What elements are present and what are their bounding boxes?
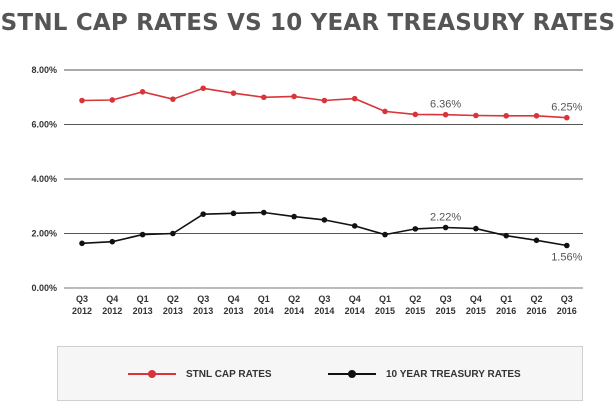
data-point	[321, 97, 328, 104]
data-point	[291, 93, 297, 100]
x-tick-label: 2016	[526, 306, 546, 316]
x-tick-label: Q3	[76, 294, 88, 304]
x-tick-label: 2014	[254, 306, 274, 316]
x-tick-label: 2013	[133, 306, 153, 316]
data-point	[442, 224, 449, 231]
x-tick-label: 2013	[163, 306, 183, 316]
legend-item-stnl: STNL CAP RATES	[128, 367, 272, 381]
data-point	[442, 111, 449, 118]
y-tick-label: 6.00%	[31, 120, 57, 130]
x-tick-label: 2014	[284, 306, 304, 316]
chart-title: STNL CAP RATES VS 10 YEAR TREASURY RATES	[0, 10, 616, 36]
x-tick-label: 2015	[436, 306, 456, 316]
data-label: 1.56%	[551, 251, 582, 263]
legend-swatch-treasury	[328, 370, 376, 378]
data-point	[473, 225, 479, 232]
data-point	[109, 97, 116, 103]
data-point	[503, 232, 510, 239]
x-tick-label: Q1	[258, 294, 270, 304]
data-point	[382, 231, 388, 238]
x-axis-ticks: Q3 2012 Q4 2012 Q1 2013 Q2 2013 Q3 2013 Q4 2013 Q1 20…	[72, 294, 577, 316]
x-tick-label: 2014	[314, 306, 334, 316]
x-tick-label: Q1	[379, 294, 391, 304]
x-tick-label: Q2	[288, 294, 300, 304]
data-label: 2.22%	[430, 212, 461, 224]
x-tick-label: 2016	[557, 306, 577, 316]
x-tick-label: Q3	[197, 294, 209, 304]
data-point	[533, 237, 540, 244]
x-tick-label: 2014	[345, 306, 365, 316]
data-label: 6.25%	[551, 102, 582, 114]
x-tick-label: 2015	[405, 306, 425, 316]
annotations: 6.36% 6.25% 2.22% 1.56%	[430, 99, 583, 264]
y-tick-label: 4.00%	[31, 174, 57, 184]
x-tick-label: Q2	[167, 294, 179, 304]
data-point	[200, 211, 206, 217]
data-point	[170, 230, 176, 237]
x-tick-label: Q4	[349, 294, 361, 304]
y-axis-ticks: 0.00% 2.00% 4.00% 6.00% 8.00%	[31, 65, 57, 293]
data-point	[261, 94, 267, 101]
gridlines	[64, 69, 583, 289]
x-tick-label: Q4	[470, 294, 482, 304]
y-tick-label: 8.00%	[31, 65, 57, 75]
x-tick-label: 2012	[102, 306, 122, 316]
data-point	[564, 242, 570, 249]
data-point	[564, 114, 570, 121]
x-tick-label: Q4	[227, 294, 239, 304]
x-tick-label: Q2	[409, 294, 421, 304]
x-tick-label: Q1	[500, 294, 512, 304]
x-tick-label: Q3	[440, 294, 452, 304]
legend-label-stnl: STNL CAP RATES	[186, 368, 272, 380]
x-tick-label: Q3	[318, 294, 330, 304]
series-group	[79, 85, 570, 249]
data-point	[473, 112, 479, 119]
data-point	[321, 217, 328, 223]
x-tick-label: 2016	[496, 306, 516, 316]
data-point	[503, 112, 510, 119]
data-label: 6.36%	[430, 99, 461, 111]
x-tick-label: 2012	[72, 306, 92, 316]
data-point	[139, 231, 146, 238]
data-point	[533, 112, 540, 119]
x-tick-label: 2015	[466, 306, 486, 316]
data-point	[382, 108, 388, 115]
data-point	[412, 226, 419, 232]
y-tick-label: 0.00%	[31, 283, 57, 293]
data-point	[79, 240, 85, 247]
data-point	[291, 213, 297, 220]
x-tick-label: Q1	[137, 294, 149, 304]
y-tick-label: 2.00%	[31, 229, 57, 239]
legend-swatch-stnl	[128, 370, 176, 378]
data-point	[230, 210, 237, 217]
x-tick-label: 2013	[193, 306, 213, 316]
x-tick-label: 2015	[375, 306, 395, 316]
x-tick-label: Q4	[106, 294, 118, 304]
data-point	[79, 97, 85, 104]
data-point	[200, 85, 206, 92]
legend-item-treasury: 10 YEAR TREASURY RATES	[328, 367, 521, 381]
line-chart: 0.00% 2.00% 4.00% 6.00% 8.00% Q3 2012 Q4 2012 Q1…	[31, 65, 583, 316]
data-point	[170, 96, 176, 102]
data-point	[412, 111, 419, 118]
data-point	[351, 95, 358, 102]
data-point	[261, 209, 267, 216]
x-tick-label: Q3	[561, 294, 573, 304]
x-tick-label: Q2	[530, 294, 542, 304]
data-point	[139, 89, 146, 95]
data-point	[351, 223, 358, 229]
x-tick-label: 2013	[223, 306, 243, 316]
legend-label-treasury: 10 YEAR TREASURY RATES	[386, 368, 521, 380]
legend: STNL CAP RATES 10 YEAR TREASURY RATES	[57, 346, 583, 401]
data-point	[109, 238, 116, 245]
data-point	[230, 90, 237, 96]
